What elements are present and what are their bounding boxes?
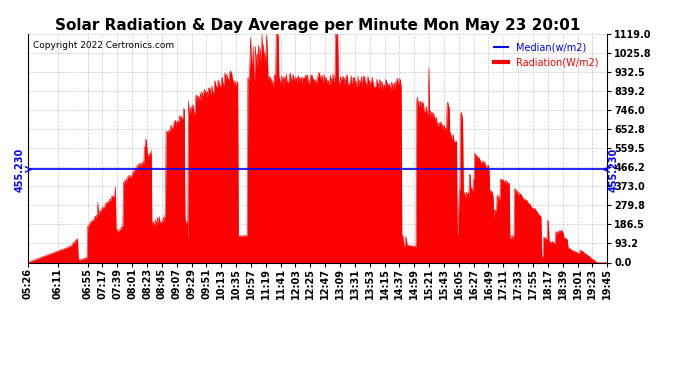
Text: 455.230: 455.230 xyxy=(609,147,618,192)
Legend: Median(w/m2), Radiation(W/m2): Median(w/m2), Radiation(W/m2) xyxy=(490,39,602,71)
Title: Solar Radiation & Day Average per Minute Mon May 23 20:01: Solar Radiation & Day Average per Minute… xyxy=(55,18,580,33)
Text: 455.230: 455.230 xyxy=(14,147,25,192)
Text: Copyright 2022 Certronics.com: Copyright 2022 Certronics.com xyxy=(33,40,175,50)
